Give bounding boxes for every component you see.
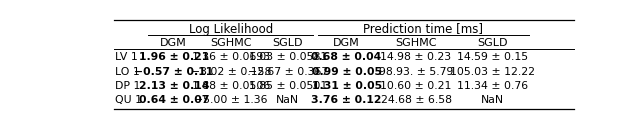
Text: 1.88 ± 0.0506: 1.88 ± 0.0506	[191, 81, 270, 91]
Text: −5.00 ± 1.36: −5.00 ± 1.36	[194, 95, 268, 105]
Text: 1.03 ± 0.0581: 1.03 ± 0.0581	[249, 53, 327, 62]
Text: 0.68 ± 0.04: 0.68 ± 0.04	[312, 53, 381, 62]
Text: DGM: DGM	[161, 38, 187, 48]
Text: 0.64 ± 0.07: 0.64 ± 0.07	[138, 95, 209, 105]
Text: 2.13 ± 0.14: 2.13 ± 0.14	[138, 81, 209, 91]
Text: −3.02 ± 0.158: −3.02 ± 0.158	[191, 67, 271, 77]
Text: 0.99 ± 0.05: 0.99 ± 0.05	[312, 67, 381, 77]
Text: NaN: NaN	[276, 95, 300, 105]
Text: NaN: NaN	[481, 95, 504, 105]
Text: −0.57 ± 0.11: −0.57 ± 0.11	[134, 67, 213, 77]
Text: QU 1: QU 1	[115, 95, 141, 105]
Text: 14.98 ± 0.23: 14.98 ± 0.23	[380, 53, 452, 62]
Text: 10.60 ± 0.21: 10.60 ± 0.21	[380, 81, 452, 91]
Text: LV 1: LV 1	[115, 53, 138, 62]
Text: 1.85 ± 0.0501: 1.85 ± 0.0501	[249, 81, 327, 91]
Text: 14.59 ± 0.15: 14.59 ± 0.15	[458, 53, 529, 62]
Text: 105.03 ± 12.22: 105.03 ± 12.22	[451, 67, 536, 77]
Text: SGHMC: SGHMC	[210, 38, 252, 48]
Text: SGLD: SGLD	[477, 38, 508, 48]
Text: 98.93. ± 5.79: 98.93. ± 5.79	[379, 67, 453, 77]
Text: Prediction time [ms]: Prediction time [ms]	[364, 23, 483, 36]
Text: −2.67 ± 0.367: −2.67 ± 0.367	[248, 67, 328, 77]
Text: DP 1: DP 1	[115, 81, 140, 91]
Text: DGM: DGM	[333, 38, 360, 48]
Text: SGLD: SGLD	[273, 38, 303, 48]
Text: 3.76 ± 0.12: 3.76 ± 0.12	[311, 95, 382, 105]
Text: 1.31 ± 0.05: 1.31 ± 0.05	[312, 81, 381, 91]
Text: 24.68 ± 6.58: 24.68 ± 6.58	[381, 95, 452, 105]
Text: 11.34 ± 0.76: 11.34 ± 0.76	[458, 81, 529, 91]
Text: LO 1: LO 1	[115, 67, 140, 77]
Text: 1.36 ± 0.0693: 1.36 ± 0.0693	[192, 53, 270, 62]
Text: Log Likelihood: Log Likelihood	[189, 23, 273, 36]
Text: SGHMC: SGHMC	[396, 38, 436, 48]
Text: 1.96 ± 0.21: 1.96 ± 0.21	[139, 53, 209, 62]
